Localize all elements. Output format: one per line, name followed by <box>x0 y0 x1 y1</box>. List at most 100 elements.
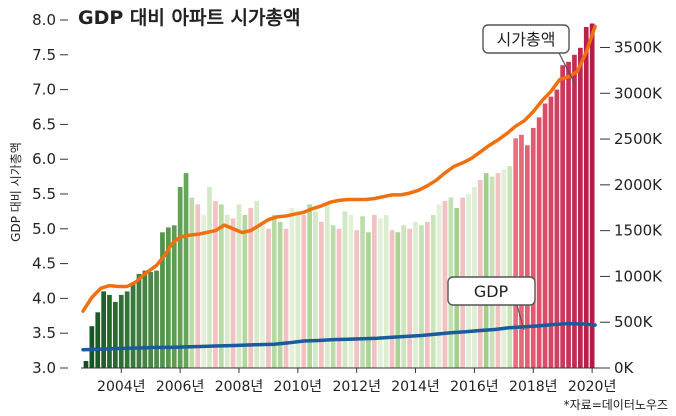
bar <box>560 65 565 368</box>
bar <box>354 230 359 368</box>
bar <box>160 232 165 368</box>
x-tick-label: 2018년 <box>509 379 558 395</box>
bar <box>130 284 136 368</box>
bar <box>372 214 377 368</box>
y-right-tick-label: 2000K <box>614 176 663 194</box>
bar <box>578 47 583 369</box>
y-right-tick-label: 1500K <box>614 222 663 240</box>
bar <box>277 221 283 368</box>
callout-label-market-cap: 시가총액 <box>497 30 556 49</box>
bar <box>377 218 383 368</box>
bar <box>536 117 542 369</box>
bar <box>425 221 430 368</box>
bar <box>489 176 495 368</box>
bar <box>360 216 365 368</box>
bar <box>530 127 536 369</box>
market-cap-line <box>81 24 597 313</box>
bar <box>525 145 530 368</box>
bar <box>189 197 195 368</box>
bar <box>348 214 354 368</box>
bar <box>395 232 401 368</box>
bar <box>171 225 177 368</box>
bar <box>495 173 501 368</box>
bar <box>513 138 518 368</box>
bar <box>542 103 548 368</box>
bar <box>324 204 330 368</box>
bar <box>183 173 189 368</box>
bar <box>307 204 312 368</box>
callout-pointer-gdp <box>516 304 525 331</box>
bar <box>118 294 124 368</box>
y-right-tick-label: 0K <box>614 359 635 377</box>
bar <box>401 225 407 368</box>
bar <box>83 361 89 368</box>
callout-pointer-market-cap <box>558 52 576 85</box>
y-left-tick-label: 8.0 <box>32 11 56 29</box>
bar <box>242 214 248 368</box>
y-left-tick-label: 5.0 <box>32 220 56 238</box>
bar <box>336 228 342 368</box>
bar <box>407 228 412 368</box>
bar <box>319 221 324 368</box>
x-tick-label: 2016년 <box>450 379 499 395</box>
bar <box>507 166 513 368</box>
y-left-tick-label: 3.0 <box>32 359 56 377</box>
bar <box>430 214 436 368</box>
bar <box>342 211 348 368</box>
bar <box>589 23 595 368</box>
bar <box>260 225 265 368</box>
bar <box>313 211 318 368</box>
bar <box>330 225 336 368</box>
y-left-tick-label: 3.5 <box>32 324 56 342</box>
bar <box>177 187 183 368</box>
bar <box>389 230 395 368</box>
y-left-tick-label: 6.0 <box>32 150 56 168</box>
bar <box>572 54 577 369</box>
bar <box>413 221 418 368</box>
bar <box>219 204 224 368</box>
y-right-tick-label: 1000K <box>614 267 663 285</box>
bar <box>289 207 295 368</box>
bar <box>583 27 589 368</box>
y-right-tick-label: 3000K <box>614 84 663 102</box>
x-tick-label: 2008년 <box>215 379 264 395</box>
bar <box>419 225 424 368</box>
y-right-tick-label: 3500K <box>614 39 663 57</box>
y-left-tick-label: 7.5 <box>32 46 56 64</box>
x-tick-label: 2010년 <box>274 379 323 395</box>
bar <box>166 227 171 368</box>
bar <box>436 204 442 368</box>
callout-box-market-cap <box>482 24 570 54</box>
bar <box>154 270 159 368</box>
bar <box>107 294 112 368</box>
bar <box>207 187 212 368</box>
bar <box>113 301 118 368</box>
bar-series-group <box>83 23 595 369</box>
bar <box>195 204 201 368</box>
bar <box>566 61 571 369</box>
bar <box>254 201 259 368</box>
chart-title: GDP 대비 아파트 시가총액 <box>78 7 300 29</box>
bar <box>519 134 524 368</box>
bar <box>95 312 101 368</box>
bar <box>224 214 230 368</box>
bar <box>442 201 448 368</box>
bar <box>213 201 218 368</box>
x-tick-label: 2006년 <box>156 379 205 395</box>
bar <box>295 211 301 368</box>
bar <box>301 214 307 368</box>
bar <box>201 214 206 368</box>
bar <box>383 214 389 368</box>
bar <box>230 218 236 368</box>
y-right-tick-label: 500K <box>614 313 654 331</box>
x-tick-label: 2012년 <box>332 379 381 395</box>
bar <box>554 89 560 368</box>
bar <box>501 169 507 368</box>
axes-group: 8.0 7.5 7.0 6.5 6.0 5.5 5.0 4.5 4.0 3.5 3.0 3500K 30… <box>32 11 663 395</box>
bar <box>136 274 142 368</box>
line-series-group <box>81 24 597 352</box>
bar <box>89 326 95 368</box>
x-tick-label: 2020년 <box>568 379 617 395</box>
